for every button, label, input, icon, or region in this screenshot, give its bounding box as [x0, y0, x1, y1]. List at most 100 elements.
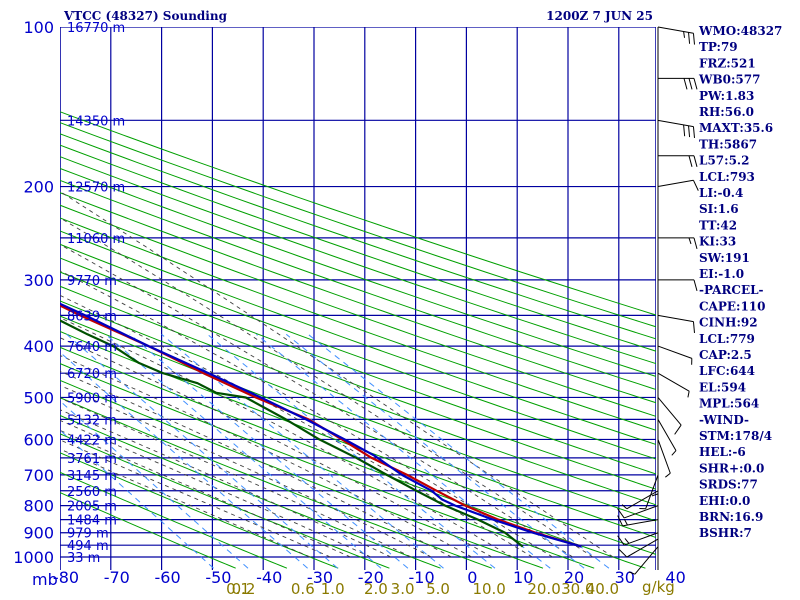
- index-28: SRDS:77: [699, 478, 758, 492]
- height-label: 5900 m: [67, 391, 117, 406]
- index-19: LCL:779: [699, 332, 755, 346]
- wind-barb-staff: [624, 532, 659, 546]
- wind-barb-staff: [657, 345, 692, 359]
- index-13: KI:33: [699, 235, 736, 249]
- wind-barb: [617, 505, 659, 519]
- dry-adiabat-line: [60, 144, 656, 352]
- mixing-ratio-tick-label: 5.0: [426, 580, 450, 598]
- wind-barb: [657, 372, 690, 398]
- pressure-tick-label: 200: [23, 178, 54, 197]
- mixing-ratio-line: [105, 333, 382, 569]
- wind-barb: [618, 538, 659, 558]
- wind-barb: [658, 279, 698, 292]
- mixing-ratio-axis: 0.10.2 0.6 1.0 2.0 3.0 5.0 10.0 20.0 30.040.0: [226, 580, 619, 598]
- index-25: STM:178/4: [699, 429, 772, 443]
- wind-barb-half-flag: [624, 519, 628, 526]
- dry-adiabat-line: [60, 271, 656, 490]
- wind-barb: [657, 179, 699, 191]
- index-16: -PARCEL-: [699, 283, 764, 297]
- height-label: 2560 m: [67, 485, 117, 500]
- mixing-ratio-tick-label: 30.0: [561, 580, 594, 598]
- wind-barb-flag: [693, 180, 699, 191]
- index-14: SW:191: [699, 251, 750, 265]
- wind-barb: [658, 155, 698, 167]
- wind-barb-flag: [693, 155, 698, 167]
- wind-barb-staff: [657, 419, 677, 451]
- dry-adiabat-line: [60, 397, 492, 569]
- moist-adiabat-line: [60, 429, 351, 558]
- wind-barb: [657, 119, 695, 138]
- wind-barb-column: [617, 26, 699, 575]
- mixing-ratio-line: [60, 351, 308, 569]
- index-15: EI:-1.0: [699, 267, 744, 281]
- wind-barb: [658, 237, 698, 250]
- height-label: 11060 m: [67, 232, 125, 247]
- temperature-tick-label: -20: [358, 568, 384, 587]
- dry-adiabat-line: [60, 433, 390, 569]
- index-26: HEL:-6: [699, 445, 746, 459]
- dry-adiabat-line: [60, 122, 656, 328]
- temperature-tick-label: 20: [564, 568, 584, 587]
- index-30: BRN:16.9: [699, 510, 763, 524]
- mixing-ratio-tick-label: 1.0: [321, 580, 345, 598]
- dry-adiabat-line: [60, 204, 656, 417]
- height-label: 7640 m: [67, 340, 117, 355]
- wind-barb-staff: [645, 474, 659, 509]
- index-10: LI:-0.4: [699, 186, 743, 200]
- mixing-ratio-line: [60, 429, 214, 569]
- index-8: L57:5.2: [699, 154, 749, 168]
- wind-barb-staff: [657, 372, 690, 392]
- wind-barb-flag: [692, 126, 695, 138]
- pressure-tick-label: 300: [23, 271, 54, 290]
- mixing-ratio-line: [285, 333, 585, 569]
- index-7: TH:5867: [699, 137, 757, 151]
- temperature-tick-label: -70: [104, 568, 130, 587]
- pressure-tick-label: 800: [23, 497, 54, 516]
- index-9: LCL:793: [699, 170, 755, 184]
- temperature-tick-label: 0: [467, 568, 477, 587]
- mixing-ratio-tick-label: 0.6: [291, 580, 315, 598]
- height-label: 1484 m: [67, 514, 117, 529]
- moist-adiabats: [60, 190, 614, 558]
- dry-adiabat-line: [60, 492, 236, 569]
- height-label: 9770 m: [67, 274, 117, 289]
- wind-barb-flag: [693, 78, 698, 90]
- height-label: 5132 m: [67, 413, 117, 428]
- mixing-ratio-line: [66, 333, 338, 569]
- wind-barb-staff: [634, 546, 659, 575]
- dry-adiabat-line: [60, 179, 656, 391]
- temperature-tick-label: -40: [256, 568, 282, 587]
- mixing-ratio-line: [60, 400, 249, 569]
- temperature-axis: -80 -70 -60 -50 -40 -30 -20 -10 0 10 20 30 40: [53, 568, 686, 587]
- height-label: 2005 m: [67, 500, 117, 515]
- mixing-ratio-tick-label: 2.0: [364, 580, 388, 598]
- temperature-tick-label: -10: [409, 568, 435, 587]
- wind-barb-staff: [657, 26, 694, 34]
- wind-barb-flag: [688, 78, 693, 90]
- wind-barb: [657, 314, 695, 334]
- mixing-ratio-lines: [60, 333, 610, 569]
- index-20: CAP:2.5: [699, 348, 752, 362]
- dry-adiabat-line: [60, 315, 656, 539]
- index-24: -WIND-: [699, 413, 749, 427]
- moist-adiabat-line: [60, 384, 432, 558]
- height-label: 4422 m: [67, 433, 117, 448]
- wind-barb-half-flag: [621, 504, 628, 510]
- dry-adiabat-line: [60, 471, 288, 569]
- wind-barb-half-flag: [683, 31, 686, 38]
- station-title: VTCC (48327) Sounding: [63, 9, 228, 23]
- height-label: 3761 m: [67, 452, 117, 467]
- wind-barb-staff: [622, 519, 659, 527]
- moist-adiabat-line: [60, 439, 331, 558]
- height-label: 979 m: [67, 527, 109, 542]
- wind-barb-flag: [674, 424, 682, 435]
- mixing-ratio-line: [307, 333, 610, 569]
- height-label: 33 m: [67, 551, 100, 566]
- dry-adiabats: [60, 111, 656, 569]
- pressure-tick-label: 100: [23, 18, 54, 37]
- dry-adiabat-line: [60, 452, 339, 569]
- wind-barb: [657, 345, 693, 365]
- wind-barb-flag: [617, 515, 623, 527]
- dry-adiabat-line: [60, 330, 656, 555]
- height-label: 494 m: [67, 539, 109, 554]
